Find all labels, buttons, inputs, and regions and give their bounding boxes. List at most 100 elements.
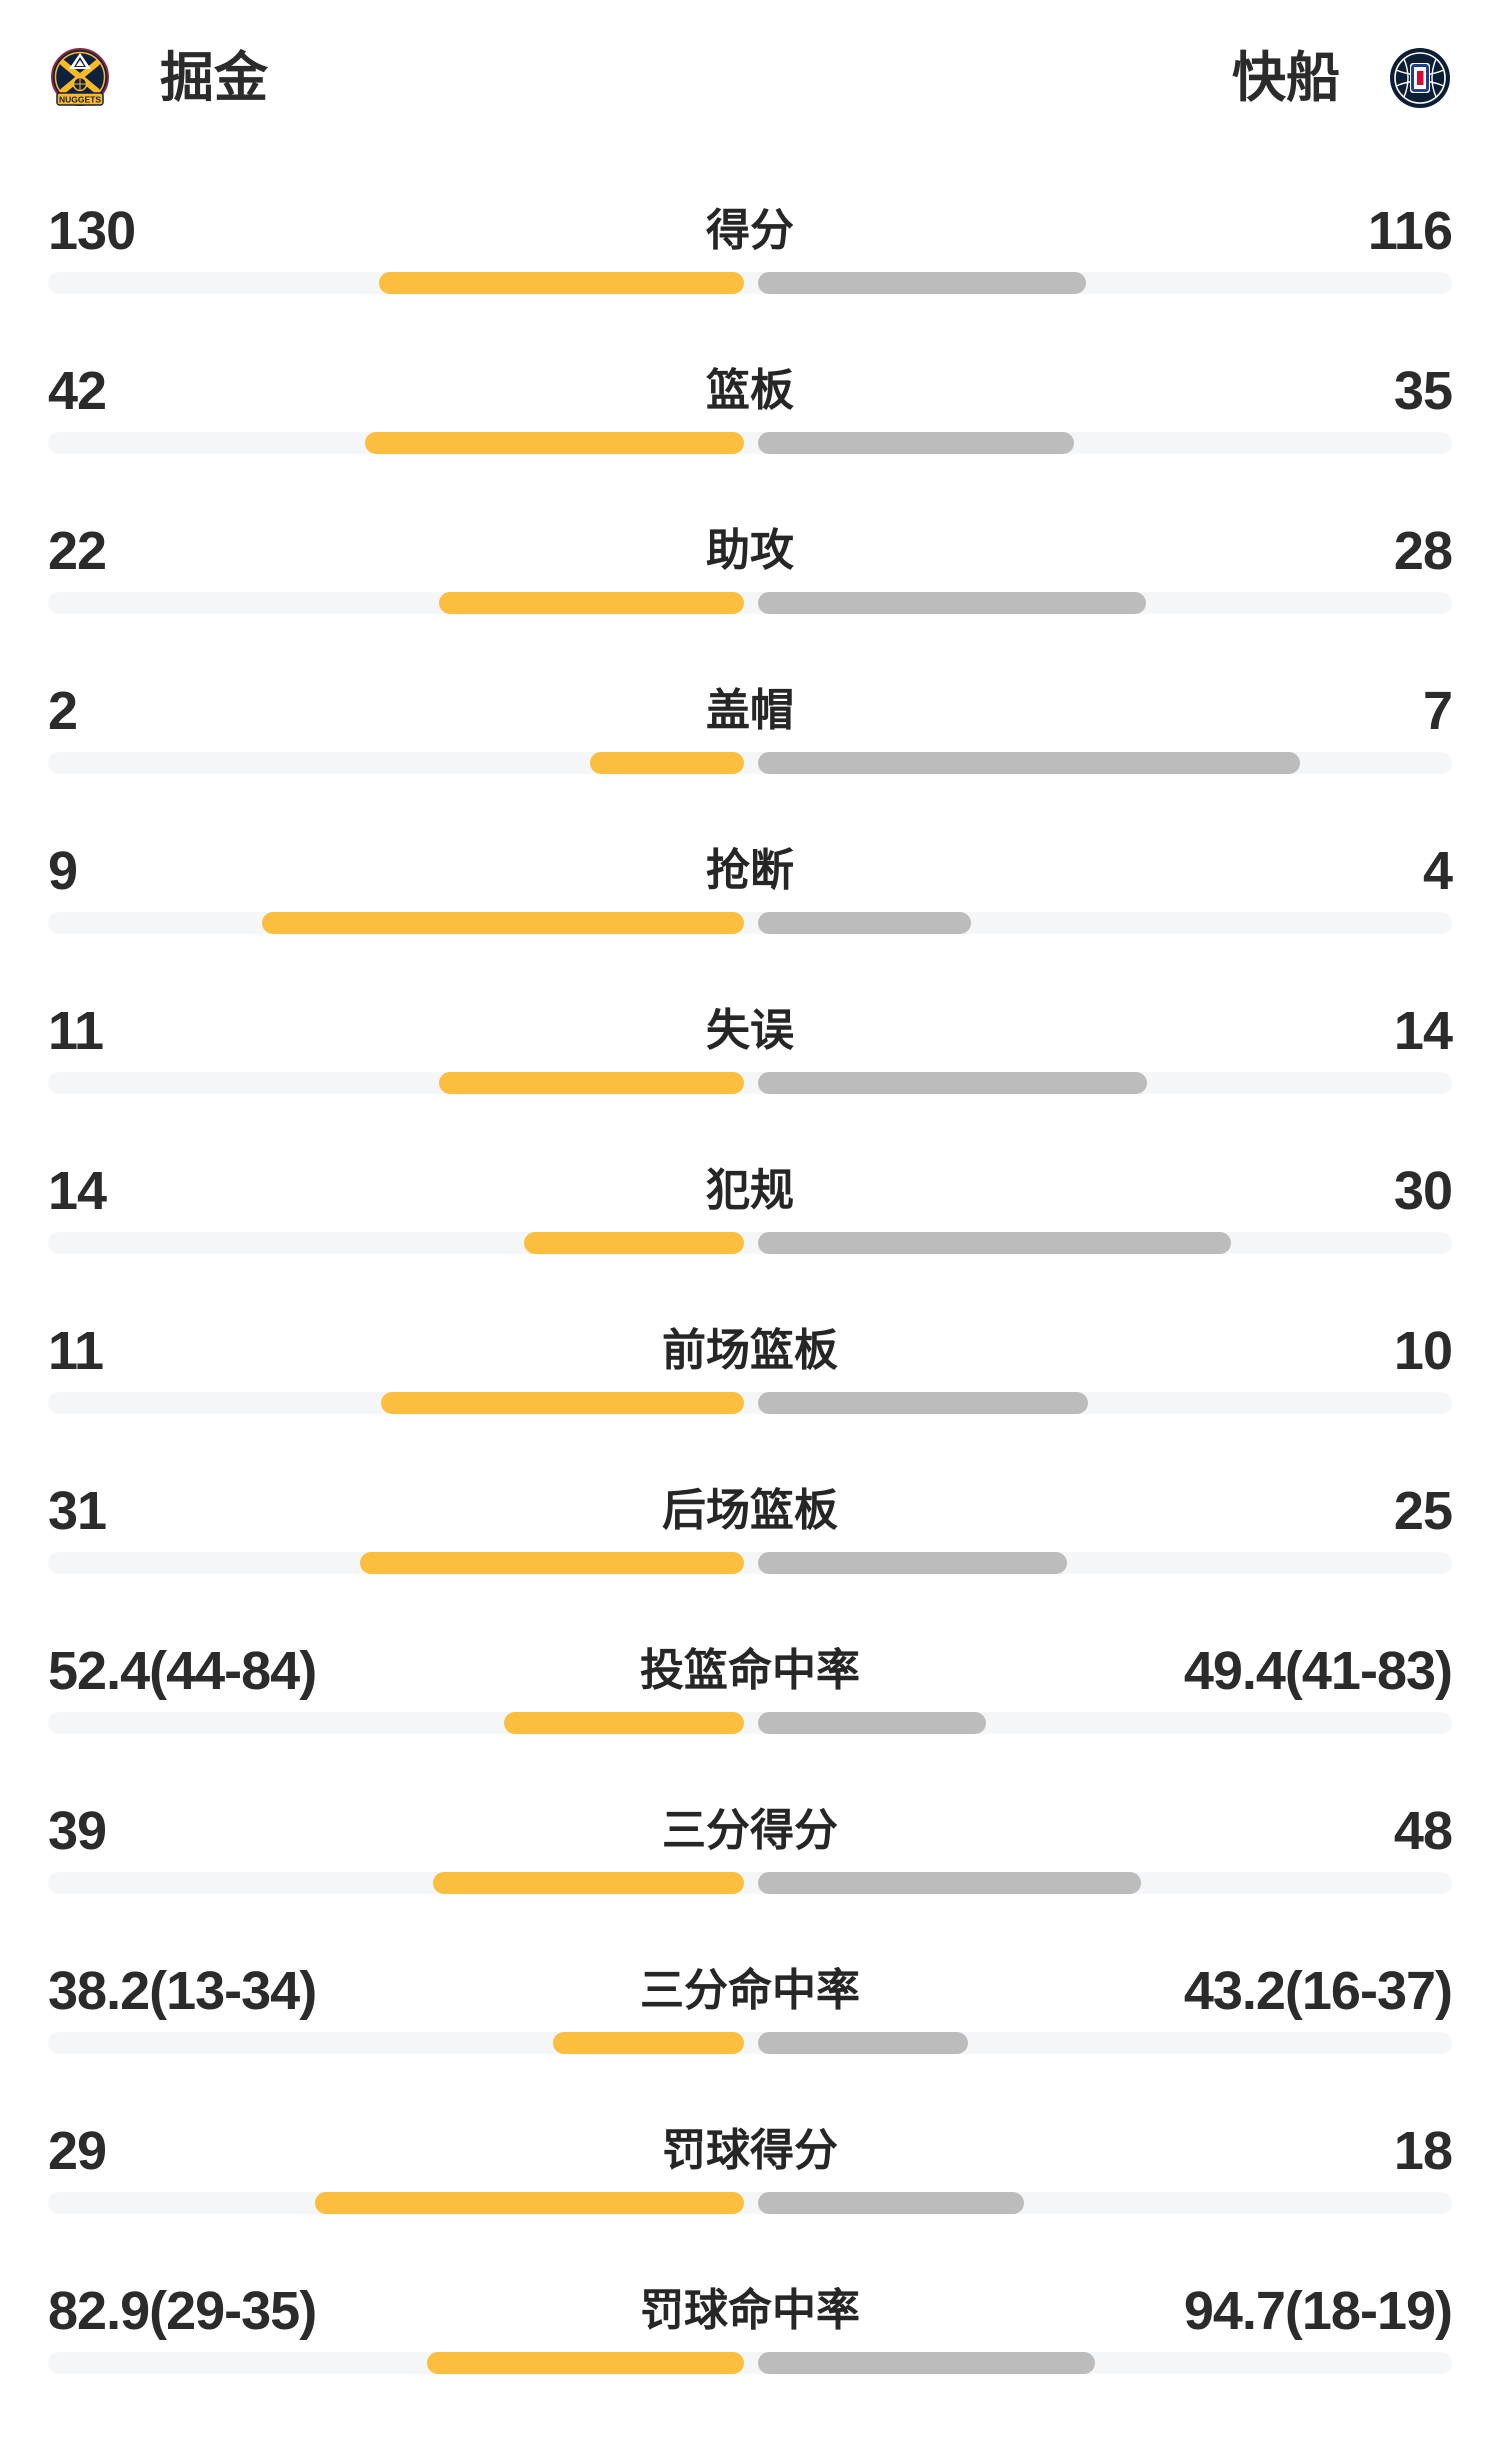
stat-line: 82.9(29-35) 罚球命中率 94.7(18-19): [48, 2281, 1453, 2341]
left-value: 130: [48, 201, 136, 261]
right-value: 43.2(16-37): [1183, 1961, 1453, 2021]
stat-label: 抢断: [706, 846, 794, 895]
stat-line: 31 后场篮板 25: [48, 1481, 1453, 1541]
right-team-bar: [758, 272, 1086, 294]
stat-bar-track: [48, 912, 1452, 934]
stat-line: 130 得分 116: [48, 201, 1453, 261]
right-value: 30: [1393, 1161, 1453, 1221]
stat-row: 42 篮板 35: [48, 361, 1453, 523]
stat-bar-track: [48, 1552, 1452, 1574]
stat-line: 14 犯规 30: [48, 1161, 1453, 1221]
match-header: NUGGETS 掘金 快船: [48, 0, 1452, 110]
stat-bar-track: [48, 432, 1452, 454]
away-team[interactable]: 快船: [1232, 46, 1452, 110]
home-team[interactable]: NUGGETS 掘金: [48, 46, 268, 110]
stat-row: 82.9(29-35) 罚球命中率 94.7(18-19): [48, 2281, 1453, 2443]
left-value: 2: [48, 681, 78, 741]
right-value: 7: [1422, 681, 1453, 741]
stat-line: 11 失误 14: [48, 1001, 1453, 1061]
stat-label: 前场篮板: [662, 1326, 838, 1375]
right-value: 116: [1367, 201, 1453, 261]
stat-label: 三分得分: [662, 1806, 838, 1855]
stat-row: 29 罚球得分 18: [48, 2121, 1453, 2283]
left-team-bar: [439, 1072, 744, 1094]
stat-row: 9 抢断 4: [48, 841, 1453, 1003]
right-team-bar: [758, 752, 1300, 774]
left-value: 14: [48, 1161, 107, 1221]
stat-row: 2 盖帽 7: [48, 681, 1453, 843]
stat-row: 11 前场篮板 10: [48, 1321, 1453, 1483]
left-value: 39: [48, 1801, 107, 1861]
left-value: 11: [48, 1321, 104, 1381]
stat-line: 38.2(13-34) 三分命中率 43.2(16-37): [48, 1961, 1453, 2021]
right-value: 25: [1393, 1481, 1453, 1541]
stat-label: 投篮命中率: [640, 1646, 860, 1695]
stat-bar-track: [48, 1712, 1452, 1734]
stat-label: 盖帽: [706, 686, 794, 735]
stat-label: 助攻: [706, 526, 794, 575]
stat-line: 29 罚球得分 18: [48, 2121, 1453, 2181]
stat-line: 42 篮板 35: [48, 361, 1453, 421]
left-team-bar: [365, 432, 744, 454]
stat-row: 52.4(44-84) 投篮命中率 49.4(41-83): [48, 1641, 1453, 1803]
stat-label: 三分命中率: [640, 1966, 860, 2015]
left-value: 82.9(29-35): [48, 2281, 317, 2341]
stat-row: 38.2(13-34) 三分命中率 43.2(16-37): [48, 1961, 1453, 2123]
stat-line: 52.4(44-84) 投篮命中率 49.4(41-83): [48, 1641, 1453, 1701]
right-team-bar: [758, 2192, 1024, 2214]
stat-bar-track: [48, 1872, 1452, 1894]
stat-bar-track: [48, 2352, 1452, 2374]
left-value: 31: [48, 1481, 107, 1541]
right-team-bar: [758, 432, 1074, 454]
right-value: 48: [1393, 1801, 1453, 1861]
right-value: 49.4(41-83): [1183, 1641, 1453, 1701]
right-team-bar: [758, 592, 1146, 614]
left-team-bar: [433, 1872, 744, 1894]
right-team-bar: [758, 1712, 986, 1734]
right-team-bar: [758, 1072, 1147, 1094]
left-value: 11: [48, 1001, 104, 1061]
stat-bar-track: [48, 592, 1452, 614]
right-value: 35: [1393, 361, 1453, 421]
stat-bar-track: [48, 1232, 1452, 1254]
left-value: 9: [48, 841, 78, 901]
left-value: 38.2(13-34): [48, 1961, 317, 2021]
stats-page: NUGGETS 掘金 快船 130 得分 116: [48, 0, 1453, 2443]
left-team-bar: [315, 2192, 744, 2214]
stat-label: 罚球得分: [662, 2126, 838, 2175]
right-value: 28: [1393, 521, 1453, 581]
stat-bar-track: [48, 1072, 1452, 1094]
stat-row: 31 后场篮板 25: [48, 1481, 1453, 1643]
stat-bar-track: [48, 752, 1452, 774]
stat-row: 22 助攻 28: [48, 521, 1453, 683]
left-team-bar: [379, 272, 744, 294]
stat-line: 9 抢断 4: [48, 841, 1453, 901]
stat-line: 22 助攻 28: [48, 521, 1453, 581]
stat-label: 失误: [706, 1006, 794, 1055]
left-value: 52.4(44-84): [48, 1641, 317, 1701]
right-value: 4: [1422, 841, 1453, 901]
stat-bar-track: [48, 2192, 1452, 2214]
right-team-bar: [758, 912, 971, 934]
left-team-bar: [524, 1232, 744, 1254]
left-team-bar: [427, 2352, 744, 2374]
stat-label: 篮板: [706, 366, 794, 415]
nuggets-logo: NUGGETS: [51, 48, 109, 106]
stat-label: 后场篮板: [662, 1486, 838, 1535]
right-team-bar: [758, 1232, 1231, 1254]
stats-list: 130 得分 116 42 篮板 35 22 助攻 28 2: [48, 201, 1453, 2443]
right-team-bar: [758, 1872, 1141, 1894]
right-team-bar: [758, 2352, 1095, 2374]
stat-bar-track: [48, 2032, 1452, 2054]
stat-bar-track: [48, 1392, 1452, 1414]
left-team-bar: [553, 2032, 744, 2054]
left-value: 42: [48, 361, 107, 421]
stat-row: 39 三分得分 48: [48, 1801, 1453, 1963]
stat-row: 11 失误 14: [48, 1001, 1453, 1163]
stat-label: 得分: [706, 206, 794, 255]
left-team-bar: [360, 1552, 744, 1574]
clippers-logo: [1390, 48, 1450, 108]
stat-line: 2 盖帽 7: [48, 681, 1453, 741]
left-value: 29: [48, 2121, 107, 2181]
right-value: 18: [1393, 2121, 1453, 2181]
